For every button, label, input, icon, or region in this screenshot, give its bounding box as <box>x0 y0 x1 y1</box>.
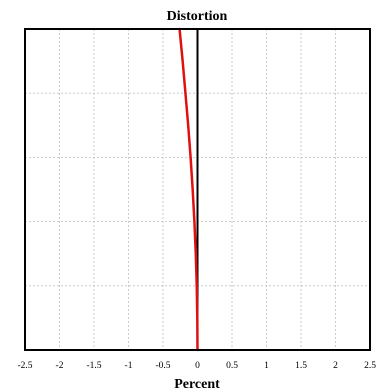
x-tick-labels: -2.5 -2 -1.5 -1 -0.5 0 0.5 1 1.5 2 2.5 <box>17 361 376 371</box>
x-tick-label: -1 <box>125 361 133 371</box>
x-tick-label: 2 <box>333 361 338 371</box>
x-tick-label: -2 <box>56 361 64 371</box>
x-tick-label: 1 <box>264 361 269 371</box>
chart-title: Distortion <box>167 9 228 24</box>
x-axis-label: Percent <box>174 377 220 392</box>
x-tick-label: -0.5 <box>155 361 170 371</box>
x-tick-label: 1.5 <box>295 361 307 371</box>
series-line <box>178 27 199 352</box>
x-tick-label: -1.5 <box>86 361 101 371</box>
plot-frame <box>24 28 371 351</box>
x-tick-label: 0.5 <box>226 361 238 371</box>
x-tick-label: 2.5 <box>364 361 376 371</box>
x-tick-label: -2.5 <box>17 361 32 371</box>
series-layer <box>178 27 199 352</box>
x-tick-label: 0 <box>195 361 200 371</box>
grid <box>25 29 370 350</box>
